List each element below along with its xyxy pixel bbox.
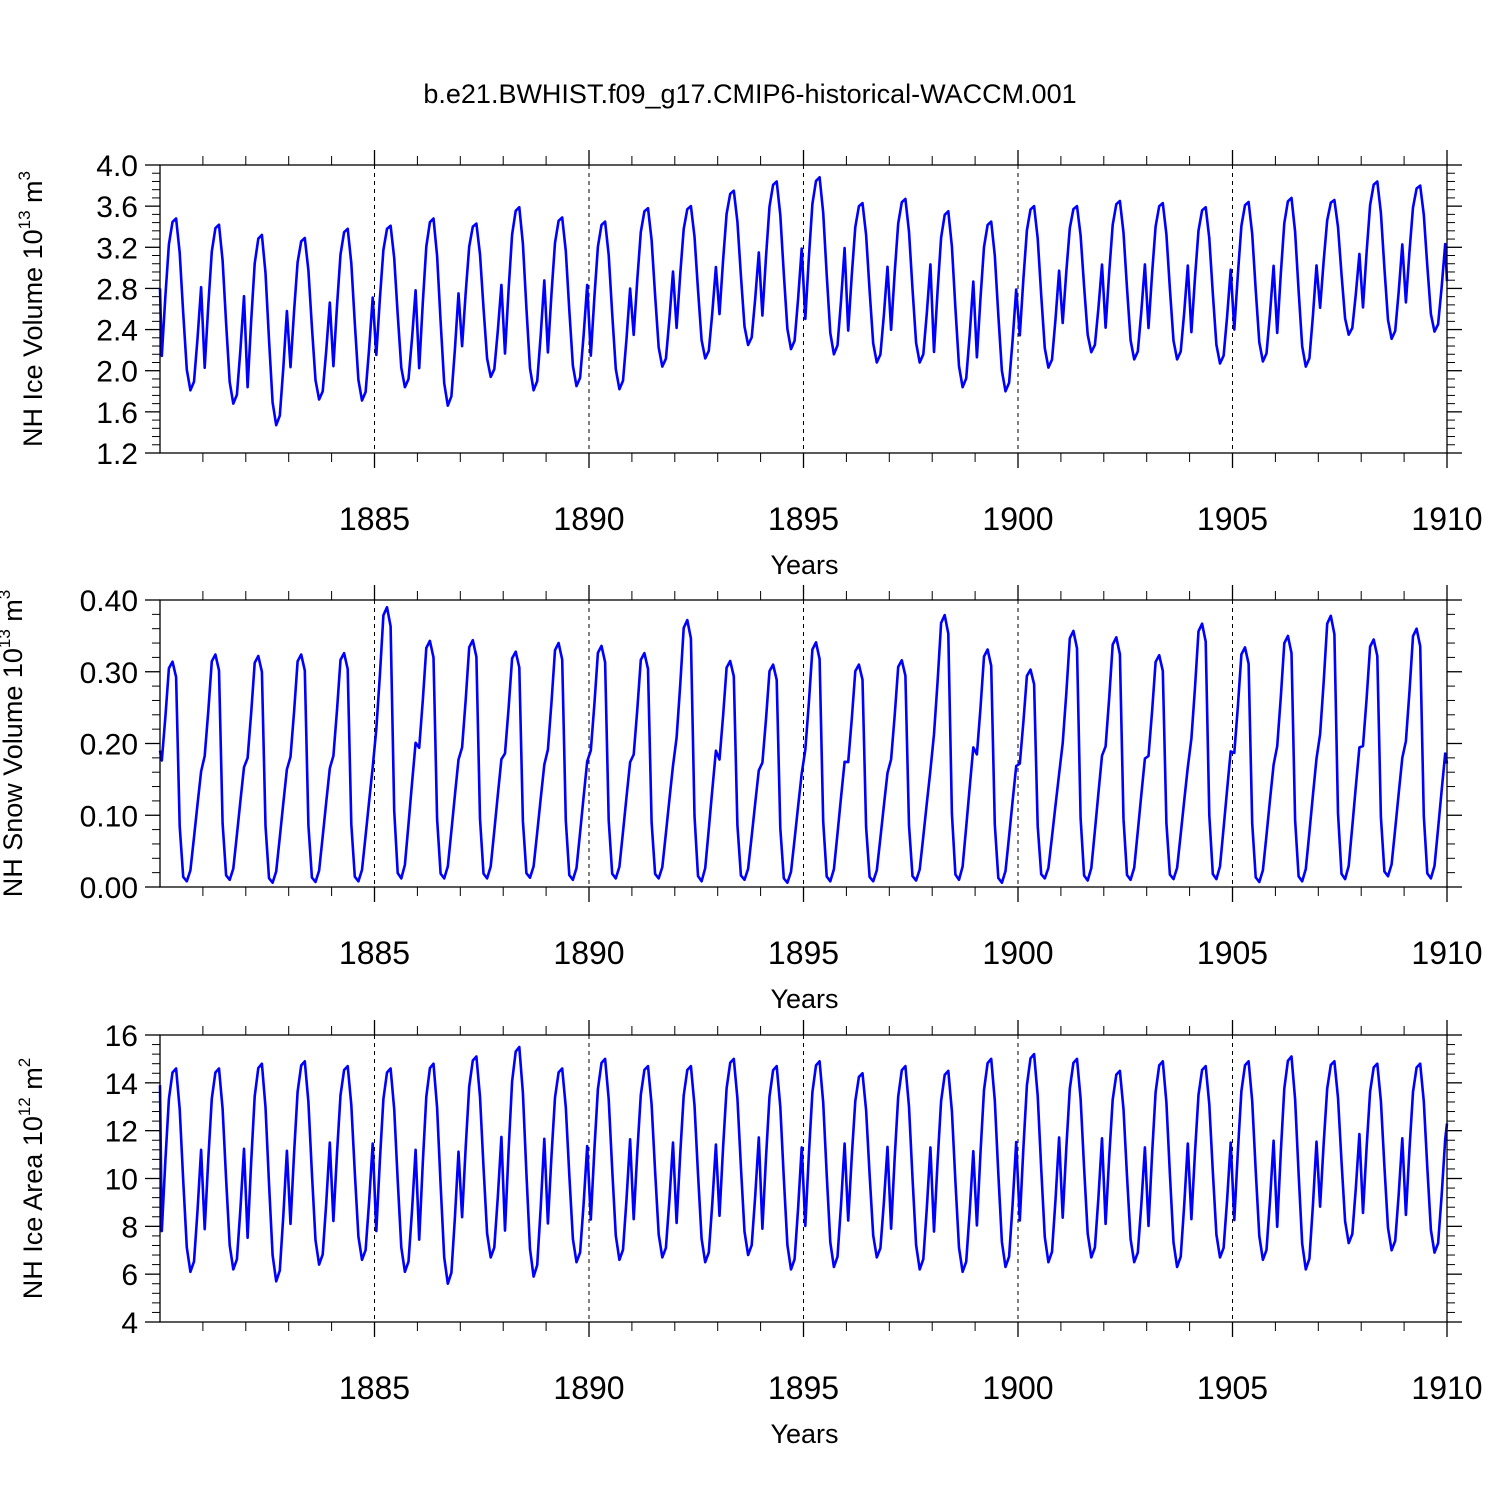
ice-area-y-tick-label: 4	[121, 1307, 138, 1340]
ice-volume-y-tick-label: 3.6	[96, 191, 138, 224]
ice-area-y-axis-label: NH Ice Area 1012 m2	[15, 1058, 48, 1299]
ice-volume-x-tick-label: 1910	[1411, 501, 1482, 537]
ice-volume-y-axis-label: NH Ice Volume 1013 m3	[15, 171, 48, 447]
ice-volume-y-tick-label: 2.0	[96, 356, 138, 389]
ice-area-y-tick-label: 14	[105, 1068, 138, 1101]
ice-area-y-tick-label: 12	[105, 1116, 138, 1149]
snow-volume-x-tick-label: 1910	[1411, 935, 1482, 971]
ice-volume-plot-frame	[159, 164, 1448, 454]
snow-volume-x-tick-label: 1900	[982, 935, 1053, 971]
ice-area-y-tick-label: 10	[105, 1164, 138, 1197]
ice-area-x-tick-label: 1905	[1197, 1370, 1268, 1406]
snow-volume-y-tick-label: 0.40	[80, 585, 138, 618]
snow-volume-x-tick-label: 1885	[339, 935, 410, 971]
ice-volume-y-tick-label: 4.0	[96, 150, 138, 183]
ice-volume-panel: 1885 1890 1895 1900 1905 1910 1.2 1.6 2.0 2.4 2.8 3…	[15, 150, 1483, 580]
ice-area-x-tick-label: 1900	[982, 1370, 1053, 1406]
ice-area-plot-frame	[159, 1034, 1448, 1323]
snow-volume-x-tick-label: 1905	[1197, 935, 1268, 971]
ice-area-y-tick-label: 16	[105, 1020, 138, 1053]
ice-volume-y-tick-label: 3.2	[96, 232, 138, 265]
snow-volume-y-tick-label: 0.00	[80, 872, 138, 905]
ice-volume-x-tick-label: 1890	[553, 501, 624, 537]
snow-volume-y-tick-label: 0.20	[80, 729, 138, 762]
ice-volume-y-tick-label: 2.8	[96, 273, 138, 306]
ice-area-x-tick-label: 1910	[1411, 1370, 1482, 1406]
ice-volume-y-tick-label: 2.4	[96, 315, 138, 348]
ice-area-x-tick-label: 1895	[768, 1370, 839, 1406]
chart-title: b.e21.BWHIST.f09_g17.CMIP6-historical-WA…	[423, 79, 1076, 109]
ice-volume-x-tick-label: 1905	[1197, 501, 1268, 537]
snow-volume-x-tick-label: 1890	[553, 935, 624, 971]
ice-area-panel: 1885 1890 1895 1900 1905 1910 4 6 8 10 12 14 16 Years…	[15, 1020, 1483, 1449]
ice-area-series-line	[158, 1045, 1449, 1285]
ice-area-x-tick-label: 1885	[339, 1370, 410, 1406]
ice-area-x-tick-label: 1890	[553, 1370, 624, 1406]
ice-volume-x-axis-label: Years	[770, 550, 838, 580]
snow-volume-y-tick-label: 0.30	[80, 657, 138, 690]
ice-area-y-tick-label: 8	[121, 1211, 138, 1244]
ice-volume-x-tick-label: 1885	[339, 501, 410, 537]
ice-area-y-tick-label: 6	[121, 1259, 138, 1292]
ice-volume-series-line	[158, 176, 1449, 427]
ice-area-x-axis-label: Years	[770, 1419, 838, 1449]
ice-volume-x-tick-label: 1900	[982, 501, 1053, 537]
snow-volume-x-tick-label: 1895	[768, 935, 839, 971]
snow-volume-y-tick-label: 0.10	[80, 800, 138, 833]
snow-volume-y-axis-label: NH Snow Volume 1013 m3	[0, 590, 28, 898]
snow-volume-plot-frame	[159, 599, 1448, 888]
snow-volume-x-axis-label: Years	[770, 984, 838, 1014]
ice-volume-x-tick-label: 1895	[768, 501, 839, 537]
ice-volume-y-tick-label: 1.2	[96, 438, 138, 471]
snow-volume-panel: 1885 1890 1895 1900 1905 1910 0.00 0.10 0.20 0.30…	[0, 585, 1483, 1014]
ice-volume-y-tick-label: 1.6	[96, 397, 138, 430]
snow-volume-series-line	[158, 605, 1449, 884]
